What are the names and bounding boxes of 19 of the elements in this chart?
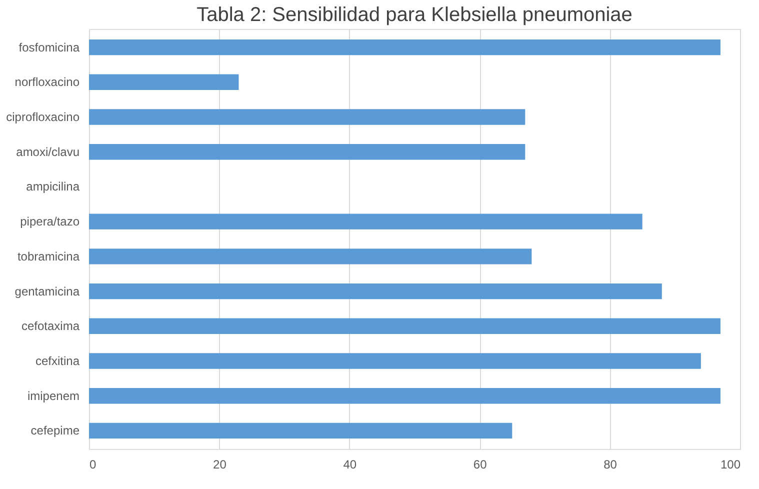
- y-tick-label: amoxi/clavu: [16, 144, 80, 159]
- y-tick-label: fosfomicina: [18, 40, 80, 54]
- x-tick-label: 60: [473, 458, 488, 472]
- y-tick-label: cefepime: [30, 424, 80, 438]
- x-tick-label: 100: [720, 458, 741, 472]
- y-tick-label: cefotaxima: [21, 319, 80, 334]
- y-tick-label: norfloxacino: [14, 75, 80, 90]
- y-tick-label: ciprofloxacino: [6, 110, 80, 124]
- x-tick-label: 0: [90, 458, 96, 472]
- y-tick-label: ampicilina: [26, 180, 80, 194]
- y-tick-label: gentamicina: [14, 284, 80, 298]
- chart-title: Tabla 2: Sensibilidad para Klebsiella pneumoniae: [196, 4, 632, 26]
- x-tick-label: 20: [213, 458, 227, 472]
- y-tick-label: tobramicina: [17, 249, 80, 264]
- y-tick-label: pipera/tazo: [20, 214, 80, 229]
- x-tick-label: 40: [343, 458, 357, 472]
- x-tick-label: 80: [604, 458, 618, 472]
- y-tick-label: cefxitina: [35, 354, 80, 368]
- y-tick-label: imipenem: [27, 388, 80, 403]
